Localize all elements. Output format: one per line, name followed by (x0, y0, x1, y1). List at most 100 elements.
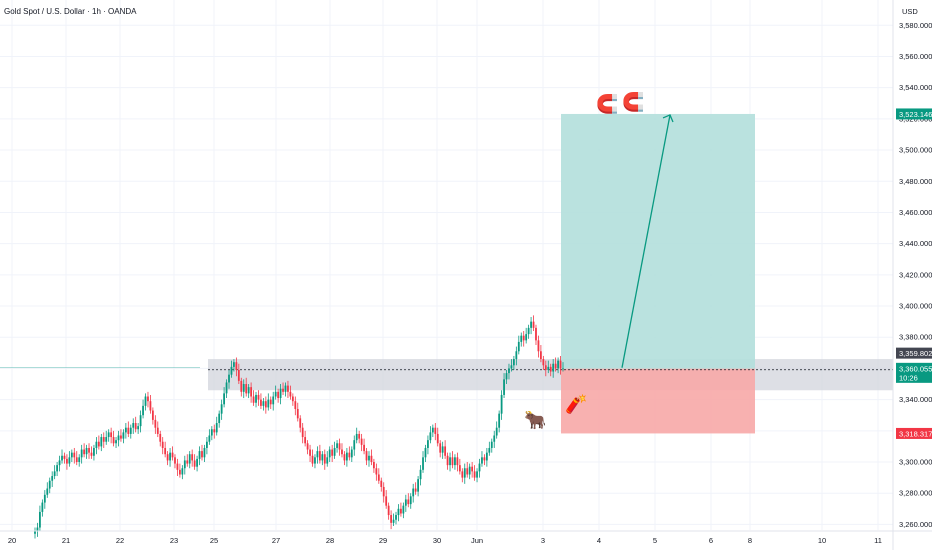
arrow-head (662, 114, 674, 123)
candle (338, 443, 341, 450)
y-tick-label: 3,540.000 (899, 83, 932, 92)
candle (333, 447, 336, 456)
candle (134, 423, 137, 430)
time-axis[interactable]: 20 21 22 23 25 27 28 29 30 Jun 3 4 5 6 8 10 11 (0, 530, 932, 545)
candle (522, 335, 525, 341)
y-tick-label: 3,280.000 (899, 489, 932, 498)
candle (353, 440, 356, 450)
candle (188, 454, 191, 464)
candle (427, 440, 429, 448)
y-tick-label: 3,420.000 (899, 270, 932, 279)
candle (478, 463, 481, 472)
entry-price-tag[interactable] (896, 347, 932, 359)
candle (53, 471, 56, 477)
candle (431, 427, 434, 433)
y-tick-label: 3,340.000 (899, 395, 932, 404)
x-tick-label: 28 (326, 536, 334, 545)
candle (260, 399, 262, 406)
candle (90, 452, 93, 456)
candle (183, 460, 186, 469)
candle (181, 468, 184, 475)
candle (397, 508, 400, 516)
candle (294, 401, 297, 409)
candle (395, 515, 397, 520)
candle (331, 449, 334, 456)
candle (78, 457, 81, 463)
candle (422, 457, 424, 470)
candle (174, 457, 176, 464)
candle (215, 423, 218, 433)
candle (380, 480, 383, 487)
candle (164, 447, 167, 455)
candle (206, 441, 208, 448)
candle (304, 437, 307, 444)
candle (419, 469, 422, 480)
candle (282, 388, 284, 392)
candle (255, 394, 257, 403)
loss-zone[interactable] (561, 368, 755, 434)
candle (132, 423, 135, 428)
candle (203, 447, 206, 458)
y-tick-label: 3,400.000 (899, 302, 932, 311)
candle (554, 363, 557, 369)
candle (498, 413, 501, 428)
candle (124, 427, 127, 433)
candle (127, 427, 130, 434)
y-tick-label: 3,500.000 (899, 146, 932, 155)
y-tick-label: 3,460.000 (899, 208, 932, 217)
y-tick-label: 3,480.000 (899, 177, 932, 186)
candle (240, 380, 243, 392)
price-axis[interactable]: 3,580.0003,560.0003,540.0003,520.0003,50… (892, 0, 932, 550)
candle (365, 451, 368, 461)
candle (93, 447, 95, 456)
x-tick-label: 25 (210, 536, 218, 545)
candle (102, 437, 105, 442)
candle (527, 327, 530, 335)
drawings (621, 114, 674, 368)
target-arrow[interactable] (621, 114, 671, 368)
candle (274, 391, 277, 397)
candle (321, 454, 324, 461)
candle (336, 443, 338, 448)
candle (41, 502, 44, 512)
candle (483, 457, 486, 461)
candle (301, 427, 304, 438)
candle (85, 447, 88, 455)
candle (414, 488, 417, 492)
candle (191, 454, 194, 461)
candle (404, 499, 407, 506)
candle (454, 457, 456, 466)
candle (517, 341, 520, 352)
profit-zone[interactable] (561, 113, 755, 369)
x-tick-label: 6 (709, 536, 713, 545)
candle (473, 471, 476, 478)
x-tick-label: 21 (62, 536, 70, 545)
candle (257, 394, 260, 400)
candle (269, 399, 272, 405)
candle (225, 382, 228, 394)
currency-label[interactable]: USD (902, 7, 918, 16)
candle (242, 384, 245, 392)
candle (525, 334, 528, 341)
candle (328, 449, 331, 458)
candle (151, 410, 154, 420)
candle (198, 451, 201, 459)
last-price-tag[interactable] (896, 362, 932, 383)
x-tick-label: 22 (116, 536, 124, 545)
candle (368, 455, 370, 461)
candle (122, 432, 125, 439)
target-price-tag[interactable] (896, 108, 932, 120)
x-tick-label: 4 (597, 536, 601, 545)
candle (392, 519, 395, 523)
candle (75, 457, 78, 463)
candle (370, 455, 373, 463)
candle (345, 452, 348, 461)
candle (36, 527, 39, 531)
candle (323, 454, 326, 464)
x-tick-label: 30 (433, 536, 441, 545)
candle (390, 515, 392, 523)
candle (43, 494, 46, 503)
stop-price-tag[interactable] (896, 427, 932, 439)
